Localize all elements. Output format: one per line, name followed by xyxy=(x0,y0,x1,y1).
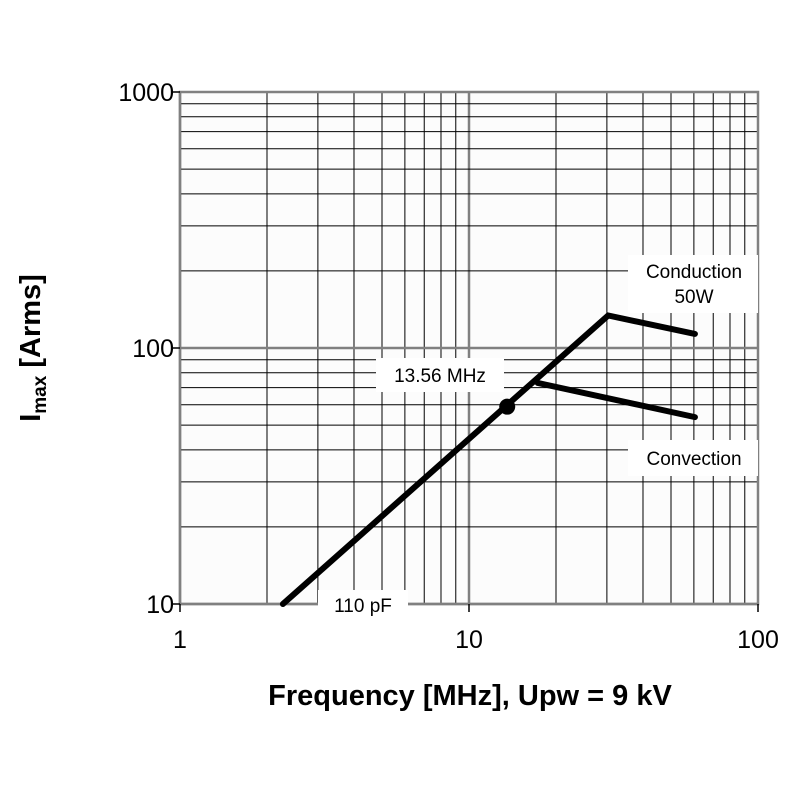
y-tick-label: 100 xyxy=(132,335,174,363)
y-tick-label: 1000 xyxy=(118,79,174,107)
x-axis-label: Frequency [MHz], Upw = 9 kV xyxy=(268,680,672,712)
y-tick-label: 10 xyxy=(146,591,174,619)
annotation-frequency-text: 13.56 MHz xyxy=(394,366,486,387)
annotation-capacitance-text: 110 pF xyxy=(334,596,392,617)
x-tick-label: 100 xyxy=(737,626,779,654)
grid xyxy=(172,90,760,612)
annotation-convection: Convection xyxy=(628,440,758,476)
annotation-convection-text: Convection xyxy=(646,449,741,470)
x-tick-label: 1 xyxy=(173,626,187,654)
annotation-conduction-line2: 50W xyxy=(674,287,713,308)
x-tick-label: 10 xyxy=(455,626,483,654)
annotation-capacitance: 110 pF xyxy=(318,590,408,618)
series-line-convection xyxy=(534,379,698,421)
series-line-conduction xyxy=(279,312,698,607)
marker-point xyxy=(499,398,516,415)
marker-group xyxy=(499,398,516,415)
annotation-conduction-line1: Conduction xyxy=(646,262,742,283)
series-group xyxy=(279,312,698,607)
annotation-conduction: Conduction 50W xyxy=(628,255,758,313)
tick-labels: 1 10 100 10 100 1000 xyxy=(118,79,778,654)
y-axis-label: Imax [Arms] xyxy=(15,274,51,422)
annotation-frequency: 13.56 MHz xyxy=(376,358,504,392)
